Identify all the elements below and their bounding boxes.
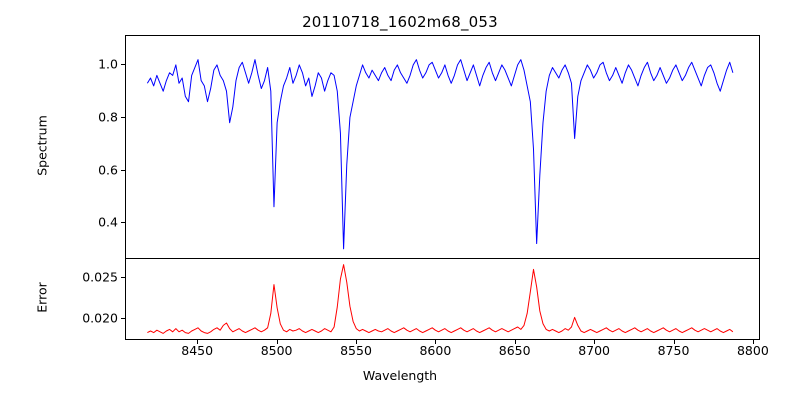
x-ticklabel: 8550 xyxy=(340,343,372,358)
x-tickmark xyxy=(673,340,675,344)
x-tickmark xyxy=(276,340,278,344)
x-ticklabel: 8450 xyxy=(181,343,214,358)
spectrum-plot-area xyxy=(125,35,760,258)
spectrum-y-ticklabel: 0.6 xyxy=(98,162,118,178)
x-tickmark xyxy=(435,340,437,344)
x-ticklabel: 8700 xyxy=(578,343,610,358)
spectrum-y-ticklabel: 0.4 xyxy=(98,214,118,230)
error-axis-label: Error xyxy=(34,282,50,313)
error-y-ticklabel: 0.020 xyxy=(82,310,118,326)
x-tickmark xyxy=(514,340,516,344)
x-ticklabel: 8750 xyxy=(657,343,690,358)
spectrum-line-series xyxy=(126,36,759,258)
error-line-series xyxy=(126,259,759,339)
x-tickmark xyxy=(197,340,199,344)
x-tickmark xyxy=(752,340,754,344)
spectrum-axis-label: Spectrum xyxy=(34,114,50,176)
x-ticklabel: 8600 xyxy=(419,343,452,358)
x-ticklabel: 8800 xyxy=(736,343,769,358)
spectrum-y-ticklabel: 0.8 xyxy=(98,109,118,125)
error-plot-area xyxy=(125,258,760,340)
x-ticklabel: 8500 xyxy=(260,343,293,358)
wavelength-axis-label: Wavelength xyxy=(362,368,438,383)
spectrum-y-tickmark xyxy=(121,64,125,66)
error-y-tickmark xyxy=(121,276,125,278)
x-tickmark xyxy=(356,340,358,344)
spectrum-y-tickmark xyxy=(121,222,125,224)
spectrum-y-tickmark xyxy=(121,169,125,171)
error-y-ticklabel: 0.025 xyxy=(82,269,118,285)
spectrum-y-ticklabel: 1.0 xyxy=(98,56,118,72)
figure-title: 20110718_1602m68_053 xyxy=(302,13,498,31)
x-tickmark xyxy=(594,340,596,344)
error-y-tickmark xyxy=(121,317,125,319)
x-ticklabel: 8650 xyxy=(498,343,531,358)
spectrum-y-tickmark xyxy=(121,116,125,118)
